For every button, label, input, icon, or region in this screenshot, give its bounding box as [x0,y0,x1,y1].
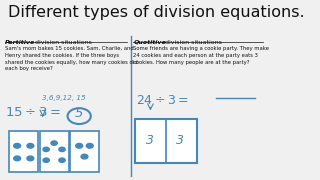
FancyBboxPatch shape [9,131,38,172]
Text: Partitive: Partitive [5,40,36,45]
Text: Different types of division equations.: Different types of division equations. [8,5,305,20]
Circle shape [27,156,34,161]
Circle shape [27,143,34,148]
Circle shape [43,158,49,162]
Circle shape [51,141,57,145]
FancyBboxPatch shape [135,119,196,163]
Text: $24 \div 3 =$: $24 \div 3 =$ [136,94,189,107]
Text: division situations: division situations [33,40,92,45]
Text: 3: 3 [175,134,183,147]
Circle shape [76,143,83,148]
Text: 3: 3 [147,134,155,147]
Text: Some friends are having a cookie party. They make
24 cookies and each person at : Some friends are having a cookie party. … [133,46,269,64]
Text: 5: 5 [75,107,84,120]
Circle shape [14,143,20,148]
Text: Quotitive: Quotitive [133,40,166,45]
Circle shape [81,154,88,159]
Circle shape [59,158,65,162]
Circle shape [86,143,93,148]
Text: 3,6,9,12, 15: 3,6,9,12, 15 [42,94,86,100]
Text: $15 \div 3 =$: $15 \div 3 =$ [5,106,61,119]
Circle shape [14,156,20,161]
FancyBboxPatch shape [70,131,99,172]
Circle shape [43,147,49,152]
FancyBboxPatch shape [40,131,68,172]
Text: Sam's mom bakes 15 cookies. Sam, Charlie, and
Henry shared the cookies. If the t: Sam's mom bakes 15 cookies. Sam, Charlie… [5,46,138,71]
Circle shape [59,147,65,152]
Text: division situations: division situations [163,40,222,45]
